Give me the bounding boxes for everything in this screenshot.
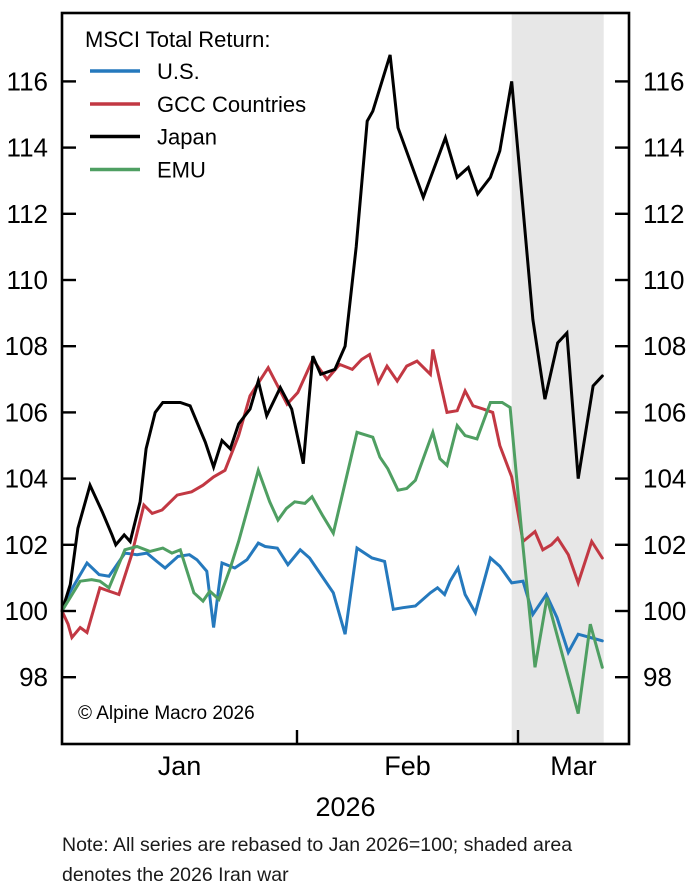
note-line-1: Note: All series are rebased to Jan 2026… — [62, 834, 572, 856]
axis-tick-marks — [63, 80, 628, 743]
y-tick-label-left: 104 — [5, 464, 48, 494]
y-tick-label-left: 114 — [7, 133, 48, 163]
y-axis-labels-right: 98 100 102 104 106 108 110 112 114 116 — [643, 66, 686, 692]
legend-label-u-s: U.S. — [157, 59, 200, 84]
y-tick-label-left: 106 — [5, 397, 48, 427]
y-tick-label-right: 100 — [643, 596, 686, 626]
y-tick-label-left: 108 — [5, 331, 48, 361]
y-tick-label-left: 116 — [7, 66, 48, 96]
y-tick-label-right: 106 — [643, 397, 686, 427]
y-tick-label-left: 100 — [5, 596, 48, 626]
y-tick-label-right: 110 — [643, 265, 684, 295]
legend: MSCI Total Return: U.S. GCC Countries Japa… — [85, 27, 306, 183]
series-line-emu — [60, 401, 604, 714]
legend-label-japan: Japan — [157, 125, 217, 150]
y-tick-label-left: 110 — [7, 265, 48, 295]
x-axis-month-labels: Jan Feb Mar — [158, 751, 597, 781]
series-line-japan — [60, 54, 604, 613]
copyright-text: © Alpine Macro 2026 — [78, 703, 255, 724]
y-tick-label-right: 102 — [643, 530, 686, 560]
x-axis-year-label: 2026 — [315, 792, 375, 822]
y-tick-label-right: 112 — [643, 199, 684, 229]
y-tick-label-left: 102 — [5, 530, 48, 560]
y-tick-label-right: 98 — [643, 662, 672, 692]
legend-title: MSCI Total Return: — [85, 27, 270, 52]
plot-border — [60, 11, 631, 746]
series-line-gcc-countries — [60, 349, 604, 641]
y-tick-label-left: 98 — [19, 662, 48, 692]
note-line-2: denotes the 2026 Iran war — [62, 864, 289, 886]
y-axis-labels-left: 98 100 102 104 106 108 110 112 114 116 — [5, 66, 48, 692]
y-tick-label-right: 116 — [643, 66, 684, 96]
series-lines — [60, 54, 604, 714]
y-tick-label-right: 114 — [643, 133, 684, 163]
legend-label-emu: EMU — [157, 158, 206, 183]
x-month-label-mar: Mar — [550, 751, 597, 781]
y-tick-label-right: 108 — [643, 331, 686, 361]
series-line-u-s — [60, 541, 604, 657]
x-month-label-feb: Feb — [384, 751, 431, 781]
y-tick-label-right: 104 — [643, 464, 686, 494]
legend-label-gcc-countries: GCC Countries — [157, 92, 306, 117]
y-tick-label-left: 112 — [7, 199, 48, 229]
x-month-label-jan: Jan — [158, 751, 202, 781]
